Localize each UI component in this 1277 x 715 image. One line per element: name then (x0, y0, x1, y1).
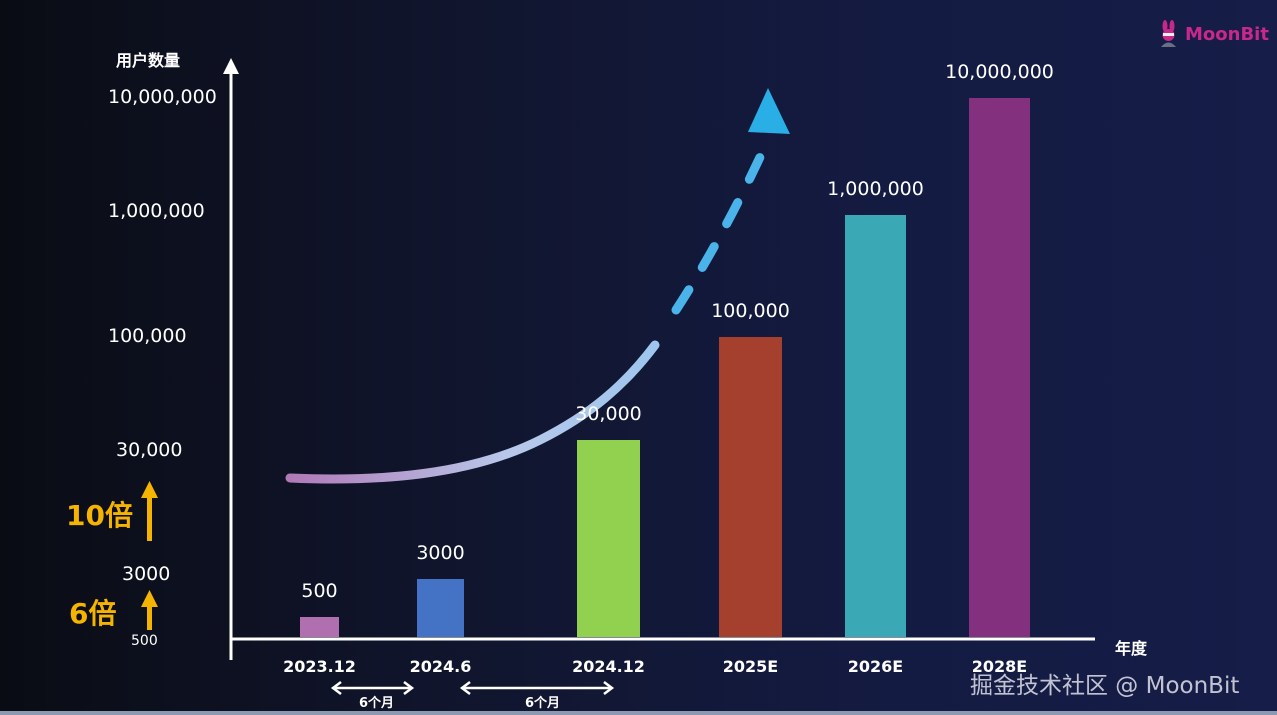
data-label: 1,000,000 (827, 178, 924, 200)
y-tick-label: 30,000 (116, 439, 183, 461)
trend-arrow-head-icon (748, 88, 790, 134)
x-tick-label: 2026E (847, 657, 904, 676)
y-tick-label: 1,000,000 (108, 200, 205, 222)
trend-dashed-arrow (671, 135, 773, 315)
data-label: 30,000 (575, 403, 642, 425)
interval-label: 6个月 (359, 696, 395, 711)
interval-arrow-2-icon (459, 681, 615, 695)
growth-arrow-6x-icon (147, 604, 152, 630)
y-axis-title: 用户数量 (116, 51, 181, 70)
brand-name: MoonBit (1185, 24, 1269, 45)
x-tick-label: 2023.12 (283, 657, 356, 676)
growth-arrow-10x-icon (147, 494, 152, 541)
growth-label-10x: 10倍 (66, 499, 133, 532)
bar-2024.12 (577, 440, 640, 637)
bar-2023.12 (300, 617, 339, 637)
x-tick-label: 2024.6 (409, 657, 472, 676)
growth-arrow-10x-head-icon (141, 481, 158, 498)
data-label: 100,000 (711, 300, 790, 322)
bar-2028E (969, 98, 1030, 637)
bar-2025E (719, 337, 782, 637)
trend-curve (285, 340, 660, 484)
data-label: 500 (301, 580, 338, 602)
growth-label-6x: 6倍 (69, 597, 117, 630)
x-tick-label: 2025E (722, 657, 779, 676)
bar-2024.6 (417, 579, 464, 637)
x-tick-label: 2028E (971, 657, 1028, 676)
y-axis-arrow-icon (223, 58, 239, 74)
data-label: 10,000,000 (945, 61, 1054, 83)
data-label: 3000 (416, 542, 465, 564)
x-axis-title: 年度 (1115, 639, 1148, 658)
y-tick-label: 3000 (122, 563, 171, 585)
x-tick-label: 2024.12 (572, 657, 645, 676)
y-tick-label: 100,000 (108, 325, 187, 347)
watermark: 掘金技术社区 @ MoonBit (970, 673, 1240, 699)
rabbit-icon (1161, 20, 1176, 47)
y-tick-label: 10,000,000 (108, 86, 217, 108)
interval-arrow-1-icon (330, 681, 415, 695)
moonbit-logo (1157, 20, 1181, 52)
growth-arrow-6x-head-icon (141, 590, 158, 607)
y-tick-label: 500 (131, 633, 158, 649)
bar-2026E (845, 215, 906, 637)
bottom-strip (0, 711, 1277, 715)
interval-label: 6个月 (525, 696, 561, 711)
